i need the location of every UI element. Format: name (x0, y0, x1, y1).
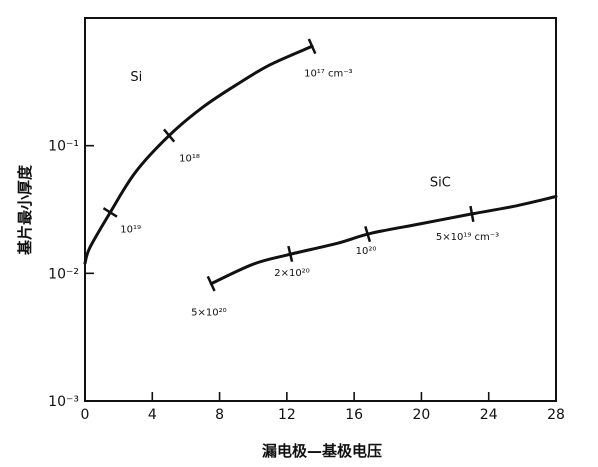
plot-frame (84, 17, 557, 402)
y-tick-label: 10⁻² (48, 266, 79, 282)
annotation-layer: Si 10¹⁹ 10¹⁸ 10¹⁷ cm⁻³ SiC 5×10²⁰ 2×10²⁰ 10²⁰ 5×… (120, 68, 499, 318)
concentration-label: 10¹⁷ cm⁻³ (304, 68, 352, 79)
y-axis-title: 基片最小厚度 (16, 164, 34, 256)
concentration-label: 5×10²⁰ (191, 308, 226, 319)
concentration-marker (287, 245, 294, 262)
series-name-label: SiC (430, 175, 451, 190)
concentration-label: 5×10¹⁹ cm⁻³ (436, 232, 499, 243)
concentration-label: 10¹⁸ (179, 154, 200, 165)
y-tick-label: 10⁻¹ (48, 139, 79, 155)
series-name-label: Si (130, 70, 142, 85)
concentration-label: 10²⁰ (356, 246, 377, 257)
x-tick-label: 0 (81, 407, 90, 423)
x-axis-ticks: 0 4 8 12 16 20 24 28 (81, 392, 565, 423)
x-tick-label: 24 (480, 407, 498, 423)
series-line-sic (209, 195, 558, 286)
concentration-marker (364, 226, 372, 243)
concentration-marker (162, 128, 176, 143)
concentration-marker (307, 38, 317, 55)
y-tick-label: 10⁻³ (48, 394, 79, 410)
concentration-label: 2×10²⁰ (274, 268, 309, 279)
concentration-marker (206, 275, 216, 292)
concentration-marker (102, 207, 118, 218)
x-tick-label: 16 (345, 407, 363, 423)
series-layer (83, 38, 558, 292)
y-axis-ticks: 10⁻¹ 10⁻² 10⁻³ (48, 139, 94, 410)
x-tick-label: 8 (215, 407, 224, 423)
concentration-label: 10¹⁹ (120, 224, 141, 235)
concentration-marker (469, 205, 475, 223)
x-tick-label: 20 (413, 407, 431, 423)
x-tick-label: 12 (278, 407, 296, 423)
x-tick-label: 28 (547, 407, 565, 423)
x-tick-label: 4 (148, 407, 157, 423)
x-axis-title: 漏电极—基极电压 (262, 442, 382, 460)
